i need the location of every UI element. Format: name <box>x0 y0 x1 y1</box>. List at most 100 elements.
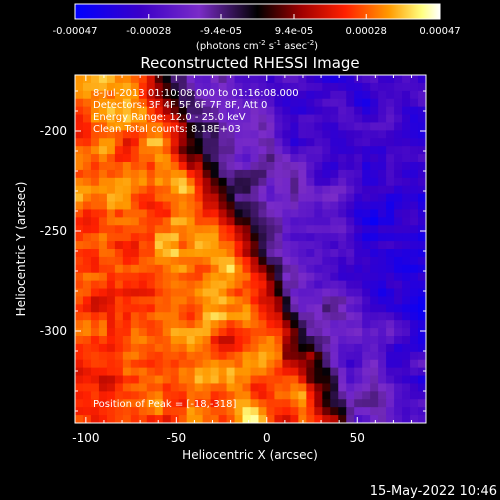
heatmap-cell <box>306 185 315 195</box>
heatmap-cell <box>290 383 299 392</box>
heatmap-cell <box>210 193 220 203</box>
heatmap-cell <box>282 312 291 321</box>
heatmap-cell <box>298 343 307 353</box>
heatmap-cell <box>354 177 363 187</box>
heatmap-cell <box>75 217 84 226</box>
heatmap-cell <box>250 415 260 423</box>
heatmap-cell <box>90 130 100 139</box>
heatmap-cell <box>282 288 291 298</box>
heatmap-cell <box>218 367 228 377</box>
heatmap-cell <box>410 146 419 155</box>
heatmap-cell <box>218 280 228 290</box>
heatmap-cell <box>378 296 387 305</box>
heatmap-cell <box>410 169 419 179</box>
heatmap-cell <box>106 241 116 250</box>
heatmap-cell <box>330 154 339 163</box>
heatmap-cell <box>322 415 331 423</box>
heatmap-cell <box>138 146 148 155</box>
heatmap-cell <box>178 264 188 274</box>
x-axis-label: Heliocentric X (arcsec) <box>182 448 318 462</box>
heatmap-cell <box>402 249 411 258</box>
heatmap-cell <box>322 225 331 234</box>
heatmap-cell <box>226 130 236 139</box>
heatmap-cell <box>194 114 204 124</box>
heatmap-cell <box>266 272 276 282</box>
heatmap-cell <box>250 241 260 250</box>
heatmap-cell <box>210 328 220 337</box>
heatmap-cell <box>378 351 387 361</box>
heatmap-cell <box>202 146 212 155</box>
heatmap-cell <box>314 138 323 147</box>
heatmap-cell <box>170 82 180 92</box>
heatmap-cell <box>370 162 379 171</box>
heatmap-cell <box>146 193 156 203</box>
heatmap-cell <box>162 312 172 321</box>
heatmap-cell <box>154 288 164 298</box>
heatmap-cell <box>362 106 371 116</box>
heatmap-cell <box>378 75 387 84</box>
heatmap-cell <box>114 383 124 392</box>
heatmap-cell <box>314 391 323 400</box>
heatmap-cell <box>258 415 268 423</box>
heatmap-cell <box>338 217 347 226</box>
heatmap-cell <box>394 383 403 392</box>
heatmap-cell <box>386 367 395 377</box>
heatmap-cell <box>306 399 315 408</box>
heatmap-cell <box>266 320 276 329</box>
heatmap-cell <box>106 249 116 258</box>
heatmap-cell <box>370 138 379 147</box>
heatmap-cell <box>210 399 220 408</box>
heatmap-cell <box>186 304 196 313</box>
heatmap-cell <box>242 177 252 187</box>
heatmap-cell <box>138 122 148 131</box>
heatmap-cell <box>258 328 268 337</box>
heatmap-cell <box>218 138 228 147</box>
heatmap-cell <box>234 114 244 124</box>
heatmap-cell <box>138 256 148 266</box>
heatmap-cell <box>98 343 108 353</box>
heatmap-cell <box>122 280 132 290</box>
heatmap-cell <box>282 343 291 353</box>
heatmap-cell <box>218 415 228 423</box>
heatmap-cell <box>258 296 268 305</box>
heatmap-cell <box>290 367 299 377</box>
heatmap-cell <box>386 193 395 203</box>
heatmap-cell <box>90 288 100 298</box>
heatmap-cell <box>258 193 268 203</box>
heatmap-cell <box>322 288 331 298</box>
heatmap-cell <box>162 122 172 131</box>
heatmap-cell <box>114 90 124 100</box>
heatmap-cell <box>170 106 180 116</box>
heatmap-cell <box>330 193 339 203</box>
heatmap-cell <box>250 90 260 100</box>
heatmap-cell <box>138 193 148 203</box>
heatmap-cell <box>410 336 419 345</box>
heatmap-cell <box>162 343 172 353</box>
heatmap-cell <box>226 169 236 179</box>
heatmap-cell <box>250 233 260 242</box>
heatmap-cell <box>178 169 188 179</box>
heatmap-cell <box>338 280 347 290</box>
heatmap-cell <box>98 304 108 313</box>
heatmap-cell <box>250 256 260 266</box>
heatmap-cell <box>130 177 140 187</box>
heatmap-cell <box>90 359 100 369</box>
heatmap-cell <box>186 351 196 361</box>
heatmap-cell <box>122 169 132 179</box>
colorbar-unit-label: (photons cm-2 s-1 asec-2) <box>196 39 318 52</box>
heatmap-cell <box>314 264 323 274</box>
heatmap-cell <box>290 359 299 369</box>
heatmap-cell <box>98 272 108 282</box>
heatmap-cell <box>202 320 212 329</box>
heatmap-cell <box>154 201 164 211</box>
heatmap-cell <box>170 304 180 313</box>
heatmap-cell <box>75 138 84 147</box>
heatmap-cell <box>90 328 100 337</box>
heatmap-cell <box>218 351 228 361</box>
heatmap-cell <box>130 209 140 218</box>
heatmap-cell <box>234 98 244 108</box>
heatmap-cell <box>418 209 426 218</box>
heatmap-cell <box>418 375 426 385</box>
heatmap-cell <box>82 201 92 211</box>
heatmap-cell <box>98 399 108 408</box>
